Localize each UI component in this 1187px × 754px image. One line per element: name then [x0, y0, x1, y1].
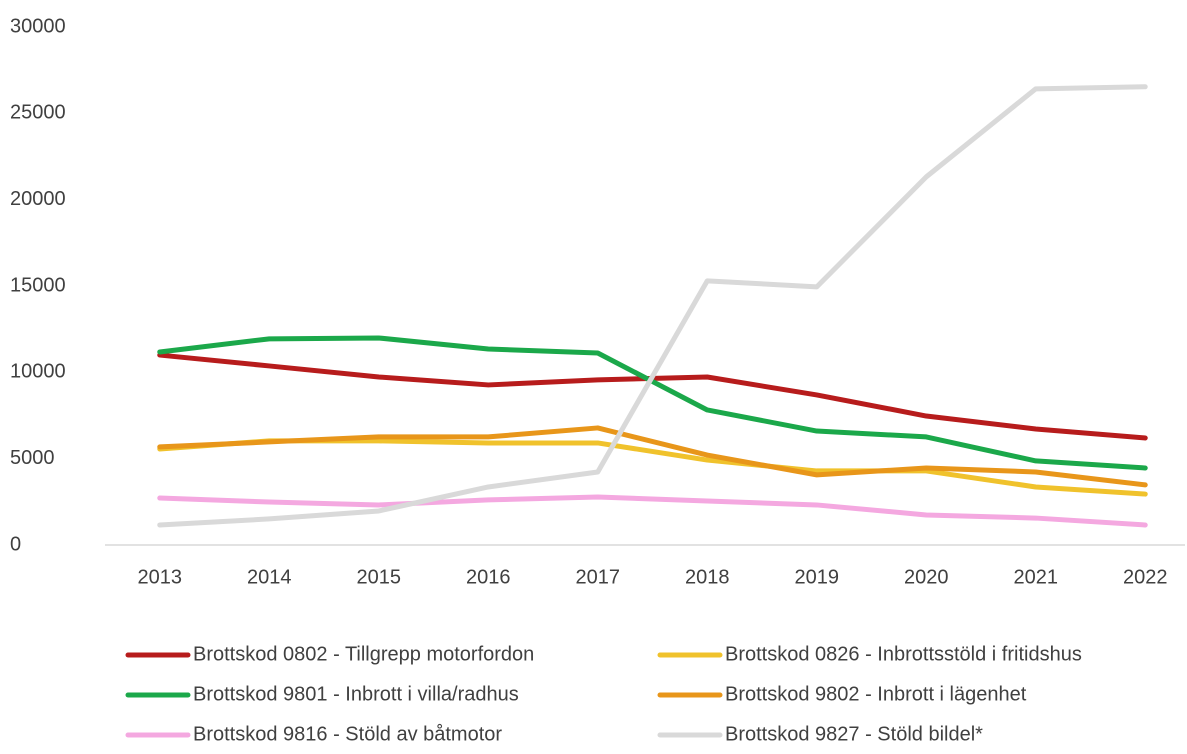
x-tick-label: 2020: [904, 566, 949, 588]
y-tick-label: 25000: [10, 102, 66, 124]
y-tick-label: 0: [10, 533, 21, 555]
x-tick-label: 2021: [1014, 566, 1059, 588]
x-tick-label: 2015: [357, 566, 402, 588]
y-tick-label: 5000: [10, 447, 55, 469]
legend-label: Brottskod 9802 - Inbrott i lägenhet: [725, 683, 1027, 705]
data-line: [157, 352, 1148, 441]
legend-label: Brottskod 9816 - Stöld av båtmotor: [193, 723, 502, 745]
legend-label: Brottskod 9827 - Stöld bildel*: [725, 723, 983, 745]
legend-label: Brottskod 0802 - Tillgrepp motorfordon: [193, 643, 534, 665]
y-tick-label: 15000: [10, 274, 66, 296]
x-tick-label: 2018: [685, 566, 730, 588]
legend-label: Brottskod 0826 - Inbrottsstöld i fritids…: [725, 643, 1082, 665]
legend-label: Brottskod 9801 - Inbrott i villa/radhus: [193, 683, 519, 705]
x-tick-label: 2016: [466, 566, 511, 588]
x-tick-label: 2019: [795, 566, 840, 588]
data-line: [157, 335, 1148, 471]
y-tick-label: 30000: [10, 15, 66, 37]
y-tick-label: 10000: [10, 361, 66, 383]
data-line: [157, 84, 1148, 528]
x-tick-label: 2013: [138, 566, 183, 588]
y-tick-label: 20000: [10, 188, 66, 210]
data-line: [157, 494, 1148, 528]
data-line: [157, 425, 1148, 488]
x-tick-label: 2014: [247, 566, 292, 588]
x-tick-label: 2022: [1123, 566, 1168, 588]
data-line: [157, 438, 1148, 497]
x-tick-label: 2017: [576, 566, 621, 588]
